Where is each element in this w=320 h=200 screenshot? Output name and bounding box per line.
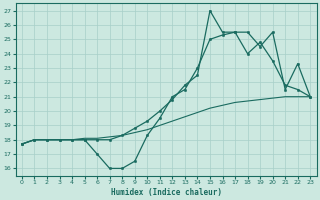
X-axis label: Humidex (Indice chaleur): Humidex (Indice chaleur)	[111, 188, 221, 197]
